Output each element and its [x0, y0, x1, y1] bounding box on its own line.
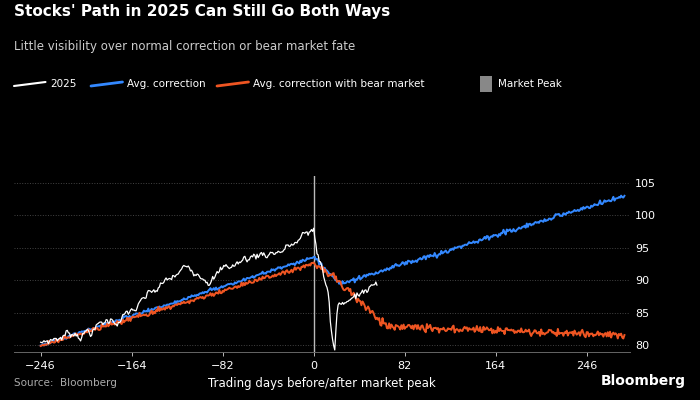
Text: 2025: 2025	[50, 79, 77, 89]
Text: Market Peak: Market Peak	[498, 79, 561, 89]
Text: Avg. correction: Avg. correction	[127, 79, 206, 89]
Text: Little visibility over normal correction or bear market fate: Little visibility over normal correction…	[14, 40, 355, 53]
Text: Source:  Bloomberg: Source: Bloomberg	[14, 378, 117, 388]
Text: Bloomberg: Bloomberg	[601, 374, 686, 388]
Text: Stocks' Path in 2025 Can Still Go Both Ways: Stocks' Path in 2025 Can Still Go Both W…	[14, 4, 391, 19]
X-axis label: Trading days before/after market peak: Trading days before/after market peak	[208, 376, 436, 390]
Text: Avg. correction with bear market: Avg. correction with bear market	[253, 79, 425, 89]
